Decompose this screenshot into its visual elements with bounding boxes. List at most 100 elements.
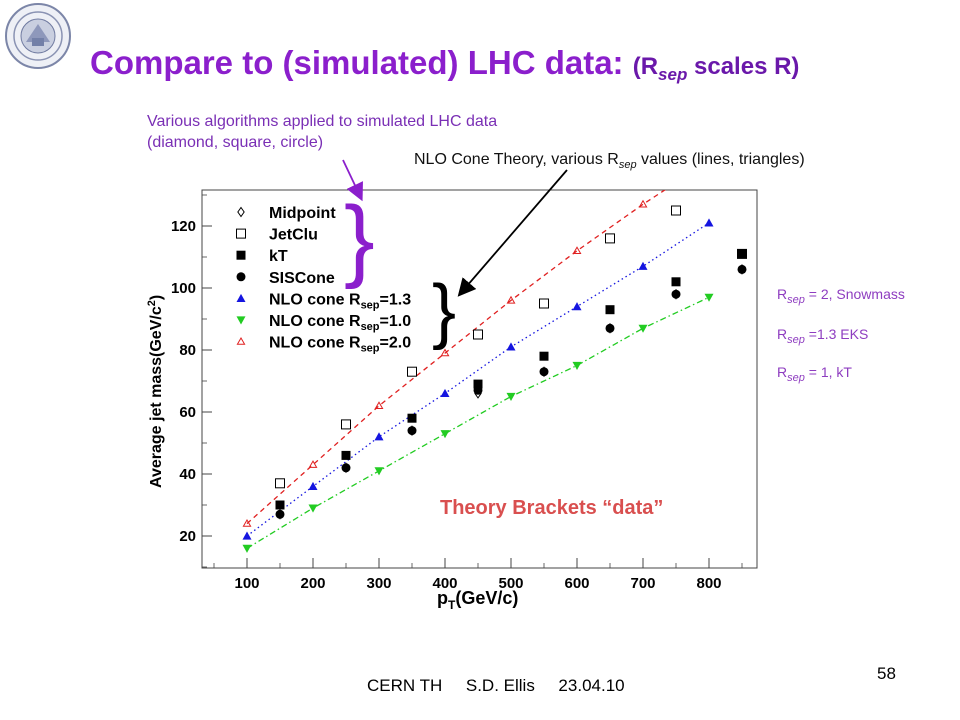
data-markers: [242, 199, 747, 553]
x-tick-label: 500: [498, 575, 523, 592]
data-point-square-open: [341, 419, 351, 430]
data-point-triangle-up-open: [572, 246, 582, 254]
data-point-triangle-up-open: [506, 295, 516, 304]
rsep-label-1-text: = 1, kT: [804, 364, 852, 380]
y-tick-label: 100: [171, 280, 196, 297]
theory-line: [246, 222, 710, 537]
data-point-square-open: [407, 366, 417, 377]
annotation-theory: NLO Cone Theory, various Rsep values (li…: [414, 151, 805, 171]
annotation-algorithms-line1: Various algorithms applied to simulated …: [147, 113, 498, 130]
rsep-label-13-sub: sep: [787, 333, 805, 346]
title-paren-rest: scales R): [687, 53, 800, 80]
legend-label: SISCone: [269, 270, 335, 287]
x-tick-label: 200: [300, 575, 325, 592]
legend-label: JetClu: [269, 227, 318, 244]
data-point-circle-filled: [605, 323, 615, 333]
data-point-triangle-down-filled: [440, 430, 450, 439]
annotation-theory-post: values (lines, triangles): [636, 151, 805, 168]
data-point-triangle-down-filled: [242, 544, 252, 553]
x-tick-label: 800: [696, 575, 721, 592]
arrow-algorithms: [342, 159, 363, 202]
data-point-square-filled: [236, 250, 246, 260]
data-point-circle-filled: [236, 272, 246, 282]
annotation-theory-pre: NLO Cone Theory, various R: [414, 151, 619, 168]
title-sub: sep: [658, 64, 688, 84]
data-point-triangle-down-filled: [704, 293, 714, 302]
legend-label: Midpoint: [269, 205, 336, 222]
annotation-algorithms: Various algorithms applied to simulated …: [147, 111, 497, 153]
brace-data: }: [344, 188, 375, 290]
rsep-label-13-text: =1.3 EKS: [804, 326, 869, 342]
data-point-triangle-down-filled: [236, 316, 246, 325]
data-point-triangle-up-open: [638, 199, 648, 208]
data-point-triangle-up-open: [236, 336, 246, 345]
data-point-triangle-down-filled: [374, 467, 384, 476]
slide-footer: CERN TH S.D. Ellis 23.04.10: [367, 676, 625, 695]
rsep-label-2-sub: sep: [787, 293, 805, 306]
y-tick-label: 60: [179, 404, 196, 421]
theory-brackets-label: Theory Brackets “data”: [440, 497, 664, 519]
rsep-label-2: Rsep = 2, Snowmass: [777, 286, 905, 306]
data-point-circle-filled: [341, 463, 351, 473]
title-paren-open: (R: [632, 53, 659, 80]
arrow-theory: [457, 169, 568, 297]
title-paren: (Rsep scales R): [632, 53, 800, 84]
data-point-square-filled: [341, 450, 351, 460]
rsep-label-2-text: = 2, Snowmass: [804, 286, 905, 302]
data-point-square-open: [539, 298, 549, 309]
title-main: Compare to (simulated) LHC data:: [90, 44, 624, 81]
legend-label: NLO cone Rsep=1.0: [269, 313, 411, 333]
legend-label: NLO cone Rsep=1.3: [269, 291, 411, 311]
x-tick-label: 700: [630, 575, 655, 592]
legend-label: NLO cone Rsep=2.0: [269, 335, 411, 355]
brace-theory: }: [432, 271, 456, 351]
data-point-triangle-up-filled: [440, 388, 450, 397]
theory-lines: [246, 190, 710, 549]
theory-line: [246, 296, 710, 549]
rsep-label-1: Rsep = 1, kT: [777, 364, 852, 384]
data-point-square-filled: [605, 305, 615, 315]
data-point-circle-filled: [275, 509, 285, 519]
data-point-triangle-up-filled: [308, 481, 318, 490]
data-point-square-filled: [737, 249, 747, 259]
data-point-circle-filled: [737, 264, 747, 274]
data-point-triangle-down-filled: [572, 361, 582, 370]
data-point-triangle-up-open: [242, 518, 252, 527]
data-point-square-filled: [671, 277, 681, 287]
data-point-triangle-up-filled: [236, 293, 246, 302]
data-point-triangle-up-filled: [374, 432, 384, 441]
x-tick-label: 300: [366, 575, 391, 592]
data-point-triangle-up-open: [374, 401, 384, 409]
data-point-square-filled: [407, 413, 417, 423]
data-point-triangle-up-filled: [572, 302, 582, 311]
data-point-diamond-open: [237, 206, 245, 218]
data-point-circle-filled: [473, 385, 483, 395]
data-point-circle-filled: [671, 289, 681, 299]
data-point-square-open: [473, 329, 483, 340]
x-axis-label: pT(GeV/c): [437, 588, 518, 612]
y-tick-label: 80: [179, 342, 196, 359]
data-point-triangle-up-filled: [638, 261, 648, 270]
y-tick-label: 20: [179, 528, 196, 545]
annotation-theory-sub: sep: [618, 159, 637, 172]
theory-line: [246, 190, 666, 525]
page-number: 58: [877, 664, 896, 683]
legend-label: kT: [269, 248, 288, 265]
data-point-square-open: [671, 205, 681, 216]
data-point-square-filled: [275, 500, 285, 510]
y-axis-label: Average jet mass(GeV/c2): [146, 295, 165, 488]
annotation-algorithms-line2: (diamond, square, circle): [147, 134, 324, 151]
data-point-square-open: [236, 228, 246, 239]
rsep-label-1-sub: sep: [787, 371, 805, 384]
data-point-circle-filled: [539, 367, 549, 377]
data-point-square-filled: [473, 379, 483, 389]
chart-axes: 100 200 300 400 500 600 700 800 20 40 60 80 100 120: [171, 194, 743, 592]
y-tick-label: 120: [171, 218, 196, 235]
y-tick-label: 40: [179, 466, 196, 483]
data-point-triangle-up-open: [308, 460, 318, 468]
data-point-triangle-up-filled: [242, 531, 252, 540]
data-point-square-open: [605, 233, 615, 244]
data-point-triangle-down-filled: [308, 504, 318, 513]
data-point-triangle-up-filled: [506, 342, 516, 351]
